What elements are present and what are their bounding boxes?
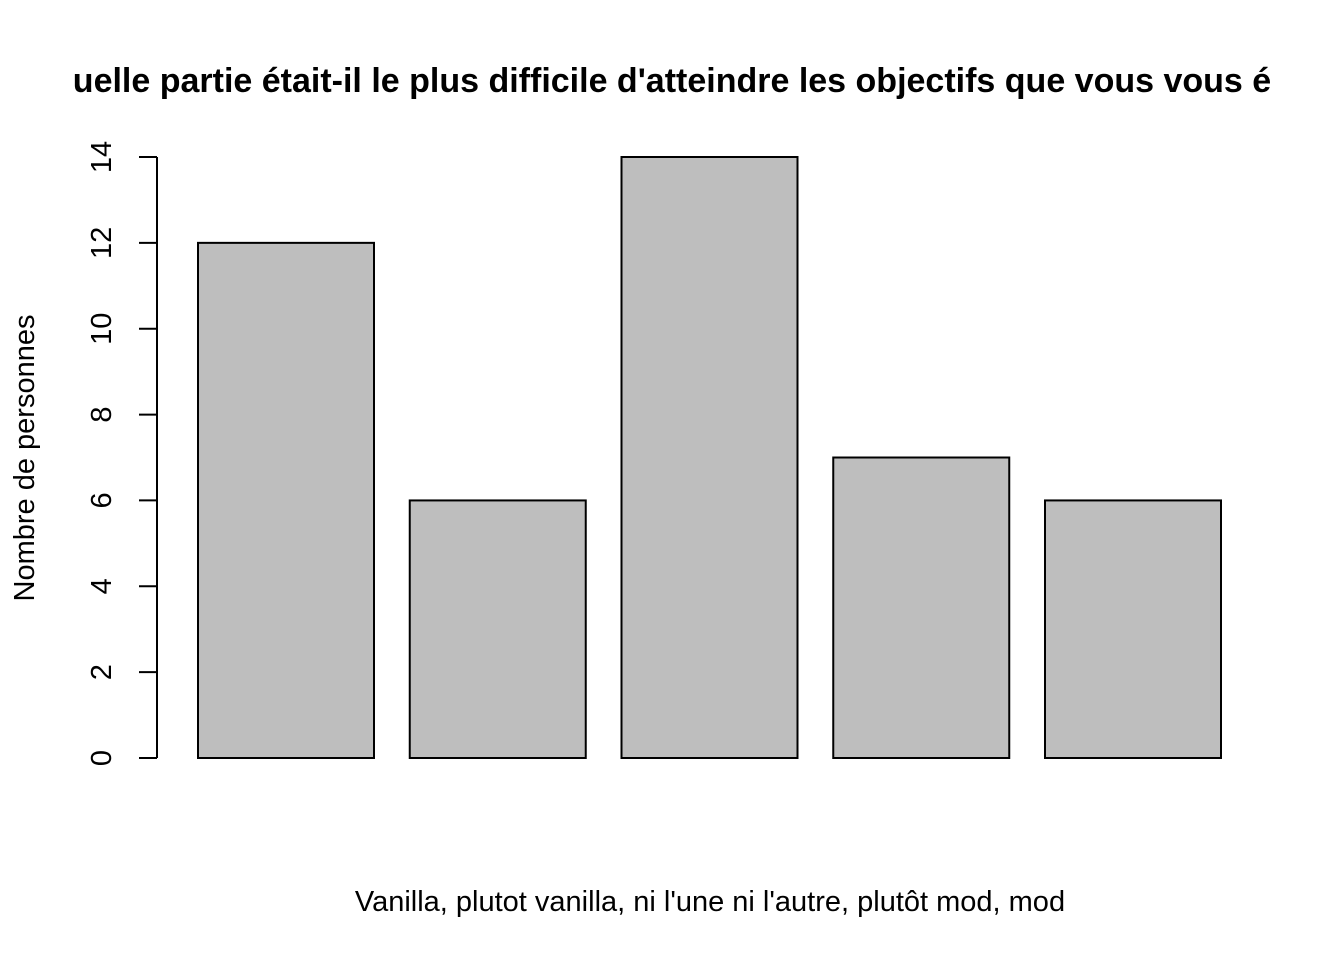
- bar-3: [832, 456, 1011, 759]
- y-axis-label: Nombre de personnes: [9, 315, 41, 602]
- y-tick-label-6: 6: [86, 492, 118, 508]
- y-tick-label-4: 4: [86, 578, 118, 594]
- bar-1: [408, 499, 587, 759]
- bar-0: [197, 241, 375, 760]
- bar-4: [1044, 499, 1222, 759]
- y-tick-label-2: 2: [86, 664, 118, 680]
- chart-title: uelle partie était-il le plus difficile …: [73, 62, 1271, 100]
- x-axis-label: Vanilla, plutot vanilla, ni l'une ni l'a…: [355, 886, 1065, 918]
- y-tick-label-14: 14: [86, 141, 118, 173]
- y-tick-label-10: 10: [86, 313, 118, 345]
- bars-group: [197, 156, 1222, 760]
- y-tick-label-12: 12: [86, 227, 118, 259]
- y-tick-label-0: 0: [86, 750, 118, 766]
- bar-2: [620, 156, 799, 759]
- y-tick-label-8: 8: [86, 407, 118, 423]
- y-axis: 0 2 4 6 8 10 12 14: [86, 141, 158, 766]
